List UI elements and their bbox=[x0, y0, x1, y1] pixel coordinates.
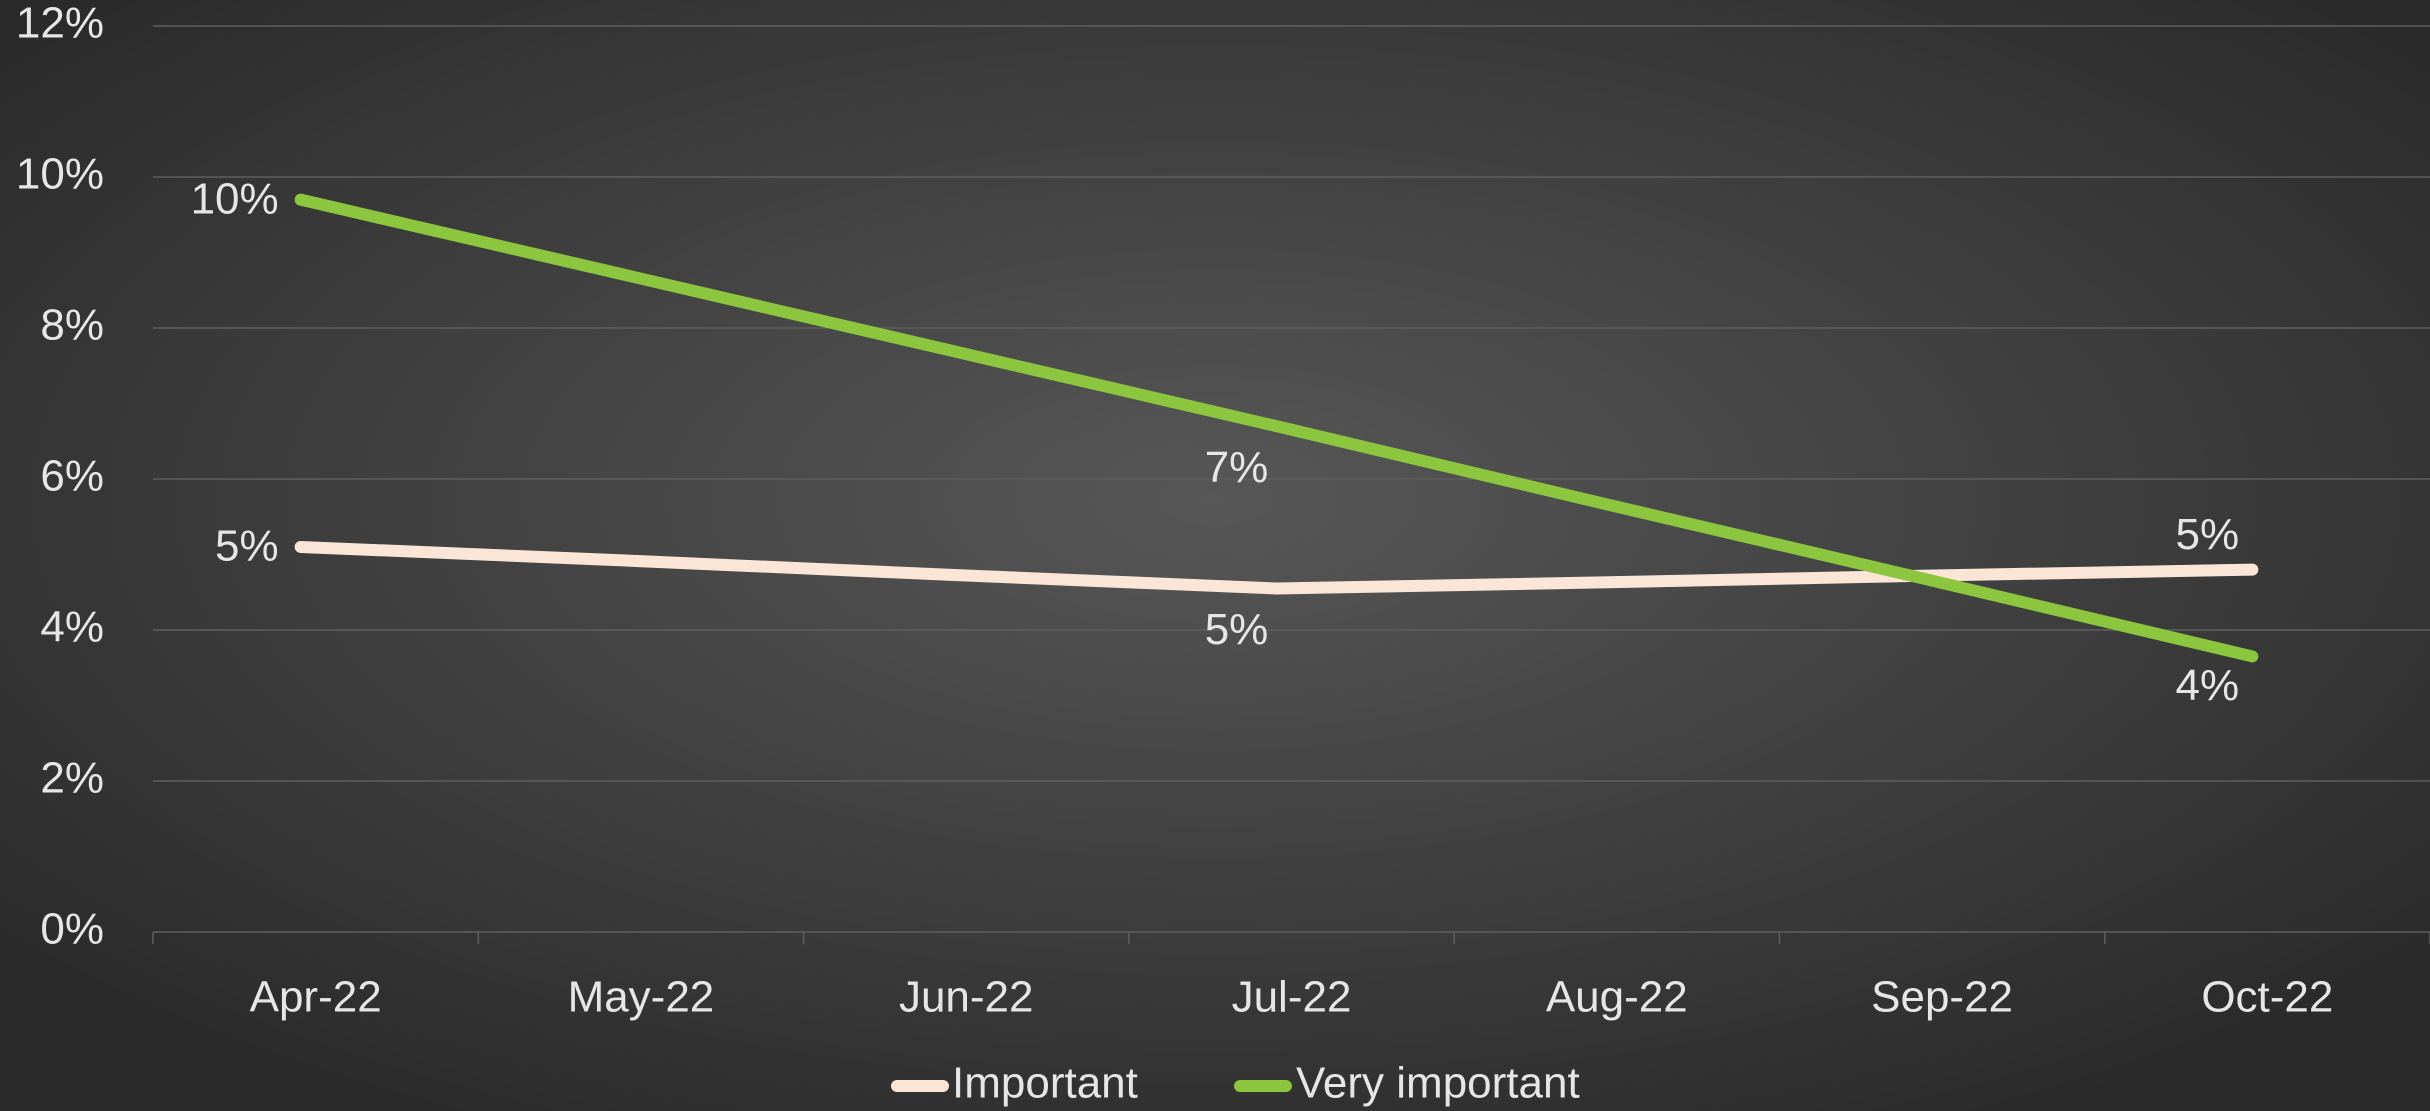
x-tick-label: Jul-22 bbox=[1232, 973, 1352, 1022]
data-label: 5% bbox=[2176, 510, 2240, 559]
x-tick-label: Jun-22 bbox=[899, 973, 1034, 1022]
x-tick-label: Oct-22 bbox=[2201, 973, 2333, 1022]
data-label: 7% bbox=[1205, 443, 1269, 492]
x-tick-label: Sep-22 bbox=[1871, 973, 2013, 1022]
data-label: 4% bbox=[2176, 661, 2240, 710]
data-label: 5% bbox=[1205, 605, 1269, 654]
y-tick-label: 10% bbox=[16, 150, 104, 199]
y-tick-label: 0% bbox=[40, 905, 104, 954]
x-tick-label: Apr-22 bbox=[250, 973, 382, 1022]
y-tick-label: 8% bbox=[40, 301, 104, 350]
x-tick-label: May-22 bbox=[568, 973, 715, 1022]
y-tick-label: 6% bbox=[40, 452, 104, 501]
legend-label: Very important bbox=[1296, 1059, 1580, 1108]
y-tick-label: 2% bbox=[40, 754, 104, 803]
x-tick-label: Aug-22 bbox=[1546, 973, 1688, 1022]
legend-label: Important bbox=[952, 1059, 1138, 1108]
data-label: 10% bbox=[191, 174, 279, 223]
series-line bbox=[294, 193, 2259, 663]
data-label: 5% bbox=[215, 522, 279, 571]
y-tick-label: 12% bbox=[16, 0, 104, 48]
y-tick-label: 4% bbox=[40, 603, 104, 652]
